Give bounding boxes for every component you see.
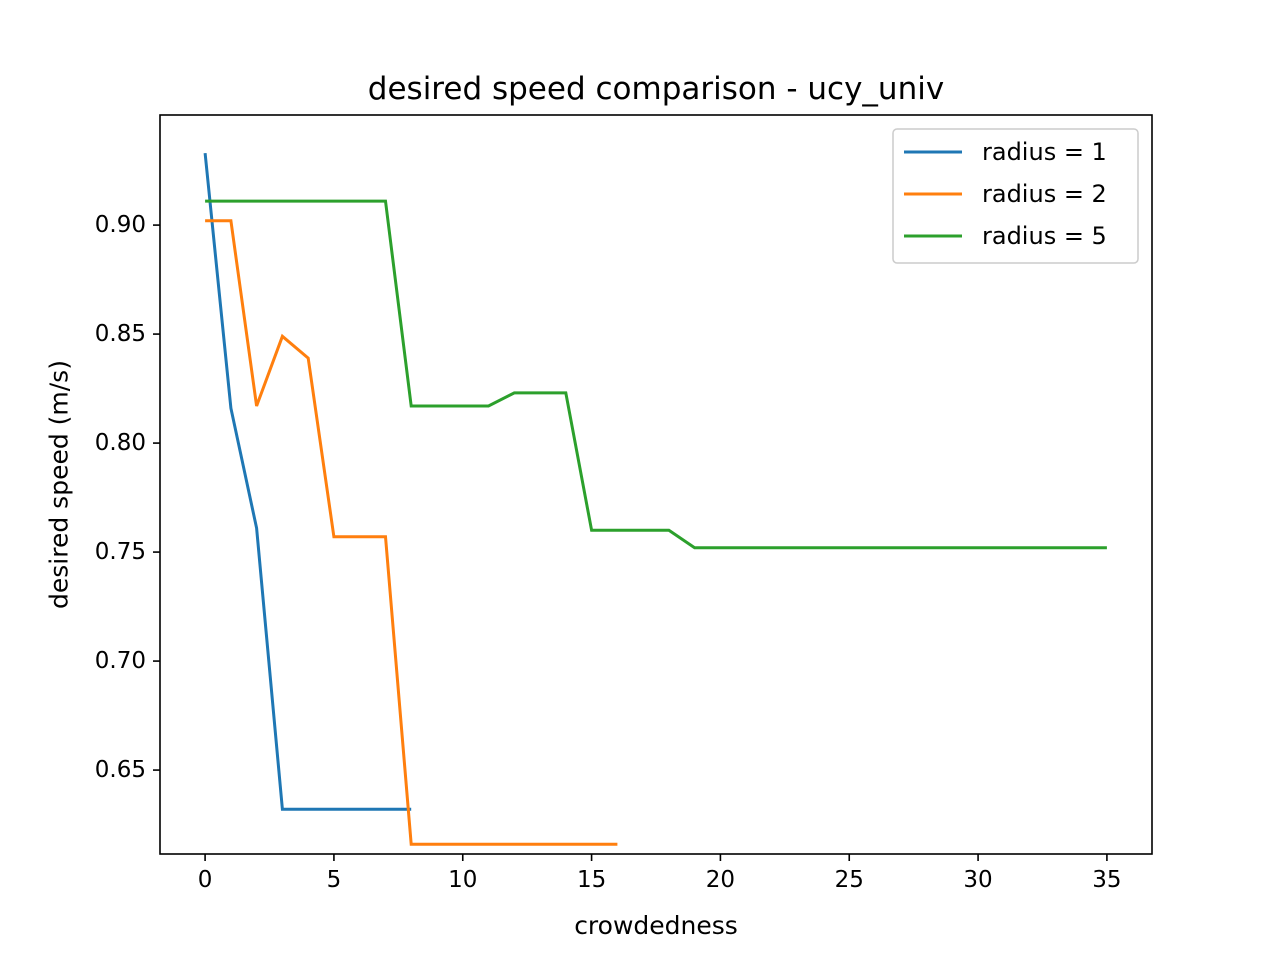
y-tick-label: 0.90 bbox=[95, 212, 146, 238]
plot-area-frame bbox=[159, 114, 1153, 855]
legend-label: radius = 1 bbox=[982, 138, 1107, 166]
x-tick-label: 0 bbox=[198, 867, 213, 893]
x-tick-label: 10 bbox=[448, 867, 477, 893]
y-axis-ticks: 0.65 0.70 0.75 0.80 0.85 0.90 bbox=[95, 212, 160, 783]
y-tick-label: 0.70 bbox=[95, 648, 146, 674]
legend: radius = 1 radius = 2 radius = 5 bbox=[892, 128, 1139, 264]
series-line-radius-1 bbox=[203, 152, 412, 811]
x-tick-label: 35 bbox=[1092, 867, 1121, 893]
x-axis-label: crowdedness bbox=[574, 911, 738, 940]
x-tick-label: 30 bbox=[963, 867, 992, 893]
series-line-radius-5 bbox=[205, 199, 1107, 550]
y-axis-label: desired speed (m/s) bbox=[45, 360, 74, 609]
legend-box bbox=[892, 128, 1139, 264]
x-tick-label: 5 bbox=[327, 867, 342, 893]
y-tick-label: 0.65 bbox=[95, 757, 146, 783]
y-tick-label: 0.85 bbox=[95, 321, 146, 347]
series-line-radius-2 bbox=[205, 219, 618, 846]
x-tick-label: 20 bbox=[706, 867, 735, 893]
x-tick-label: 15 bbox=[577, 867, 606, 893]
chart-title: desired speed comparison - ucy_univ bbox=[368, 71, 944, 107]
y-tick-label: 0.75 bbox=[95, 539, 146, 565]
series-layer bbox=[203, 152, 1107, 846]
y-tick-label: 0.80 bbox=[95, 430, 146, 456]
legend-label: radius = 2 bbox=[982, 180, 1107, 208]
x-tick-label: 25 bbox=[835, 867, 864, 893]
x-axis-ticks: 0 5 10 15 20 25 30 35 bbox=[198, 854, 1122, 893]
legend-label: radius = 5 bbox=[982, 222, 1107, 250]
